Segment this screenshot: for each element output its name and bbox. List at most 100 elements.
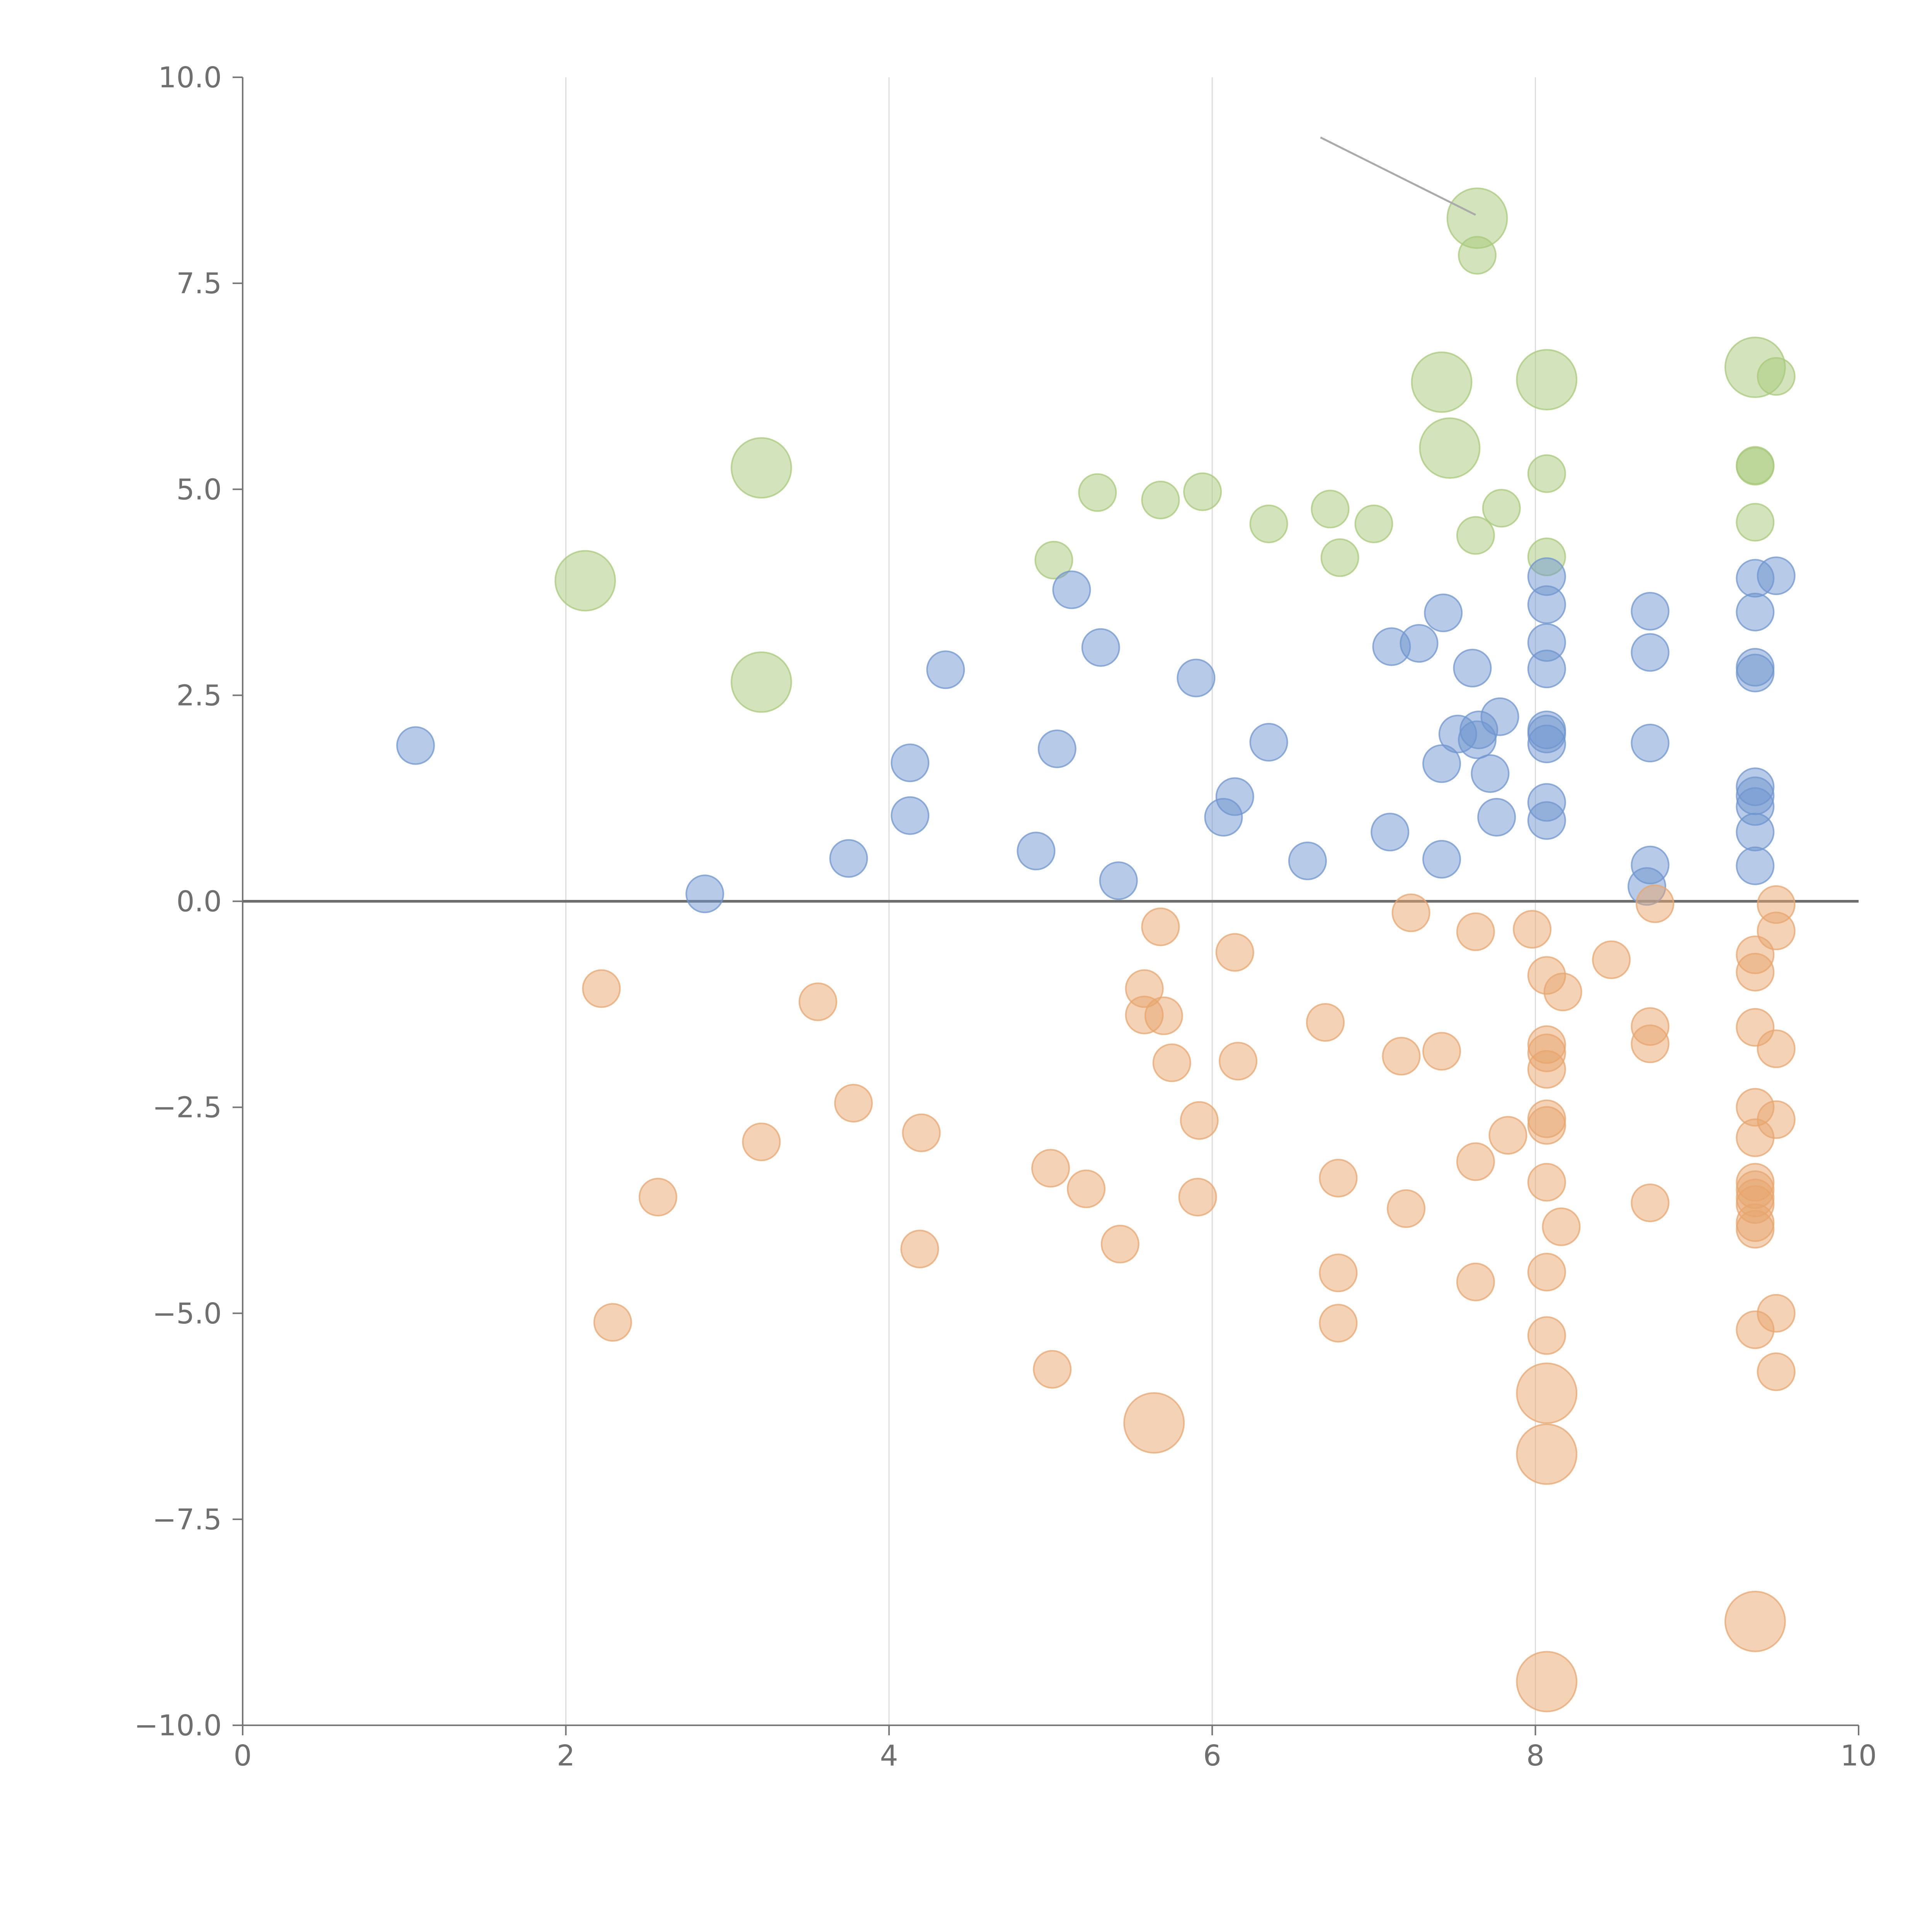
orange-bubble [1636, 884, 1675, 923]
x-tick-label: 2 [557, 1739, 575, 1772]
green-bubble [1354, 504, 1393, 543]
green-bubble [1141, 480, 1180, 519]
green-bubble [1419, 417, 1481, 479]
orange-bubble [1100, 1225, 1139, 1264]
orange-bubble [638, 1178, 677, 1217]
blue-bubble [1631, 633, 1670, 672]
orange-bubble [1319, 1159, 1358, 1198]
orange-bubble [1543, 973, 1582, 1012]
blue-bubble [1527, 650, 1566, 689]
x-tick-label: 0 [233, 1739, 252, 1772]
blue-bubble [1052, 570, 1091, 609]
green-bubble [1757, 357, 1796, 396]
orange-bubble [1391, 893, 1430, 932]
y-tick-label: 2.5 [176, 679, 222, 712]
green-bubble [731, 651, 792, 713]
orange-bubble [1757, 1352, 1796, 1391]
bubble-layer [396, 187, 1796, 1713]
blue-bubble [1177, 658, 1216, 697]
orange-bubble [1757, 1100, 1796, 1139]
green-bubble [1527, 454, 1566, 493]
green-bubble [1456, 516, 1495, 555]
y-tick-label: −2.5 [152, 1091, 222, 1124]
blue-bubble [1371, 813, 1410, 852]
blue-bubble [396, 726, 435, 765]
blue-bubble [1249, 723, 1288, 762]
y-tick-label: 7.5 [176, 267, 222, 300]
orange-bubble [1516, 1423, 1578, 1485]
green-bubble [1411, 351, 1473, 413]
orange-bubble [1180, 1101, 1219, 1140]
blue-bubble [1471, 754, 1510, 793]
orange-bubble [1542, 1207, 1581, 1246]
orange-bubble [1387, 1189, 1426, 1228]
orange-bubble [1736, 1210, 1775, 1249]
orange-bubble [1527, 1163, 1566, 1202]
orange-bubble [1306, 1003, 1345, 1042]
orange-bubble [1631, 1183, 1670, 1222]
orange-bubble [1456, 1262, 1495, 1301]
blue-bubble [926, 650, 965, 689]
blue-bubble [1037, 729, 1077, 768]
blue-bubble [1400, 624, 1439, 663]
orange-bubble [1178, 1178, 1217, 1217]
green-bubble [1078, 473, 1117, 512]
blue-bubble [1422, 744, 1461, 783]
x-tick-label: 4 [880, 1739, 898, 1772]
blue-bubble [1422, 840, 1461, 879]
x-tick-label: 10 [1840, 1739, 1877, 1772]
orange-bubble [1527, 1106, 1566, 1145]
orange-bubble [834, 1083, 873, 1122]
green-bubble [1736, 447, 1775, 486]
green-bubble [1516, 349, 1578, 411]
y-tick-label: −5.0 [152, 1297, 222, 1330]
y-tick-label: −10.0 [134, 1709, 222, 1742]
blue-bubble [1736, 813, 1775, 852]
orange-bubble [902, 1113, 941, 1152]
annotation-line-0 [1320, 136, 1476, 216]
orange-bubble [1456, 912, 1495, 951]
green-bubble [1482, 489, 1521, 528]
green-bubble [1311, 490, 1350, 529]
orange-bubble [1527, 1253, 1566, 1292]
green-bubble [731, 437, 792, 499]
axes-layer: 0 2 4 6 8 10 −10.0 −7.5 −5.0 −2.5 0.0 2.5 5.0 7.5 10.0 [134, 61, 1877, 1772]
blue-bubble [891, 743, 930, 782]
orange-bubble [1319, 1304, 1358, 1343]
orange-bubble [582, 969, 621, 1008]
green-bubble [1183, 472, 1222, 511]
orange-bubble [1513, 910, 1552, 949]
orange-bubble [1516, 1362, 1578, 1424]
orange-bubble [1215, 933, 1254, 972]
blue-bubble [1736, 653, 1775, 692]
orange-bubble [1031, 1149, 1070, 1188]
y-tick-label: −7.5 [152, 1503, 222, 1536]
orange-bubble [593, 1303, 632, 1342]
blue-bubble [1017, 832, 1056, 871]
orange-bubble [1033, 1350, 1072, 1389]
green-bubble [1320, 538, 1359, 577]
green-bubble [1458, 236, 1497, 275]
blue-bubble [829, 839, 868, 878]
green-bubble [1249, 504, 1288, 543]
orange-bubble [1736, 952, 1775, 992]
orange-bubble [1422, 1032, 1461, 1071]
green-bubble [554, 550, 616, 612]
orange-bubble [1456, 1142, 1495, 1181]
green-bubble [1034, 541, 1073, 580]
blue-bubble [1631, 724, 1670, 763]
blue-bubble [1424, 594, 1463, 633]
blue-bubble [1631, 592, 1670, 631]
orange-bubble [1516, 1651, 1578, 1713]
blue-bubble [1215, 777, 1254, 816]
orange-bubble [1141, 907, 1180, 946]
y-tick-label: 0.0 [176, 885, 222, 918]
blue-bubble [1480, 697, 1519, 736]
blue-bubble [1099, 861, 1138, 900]
blue-bubble [1477, 798, 1516, 837]
x-tick-label: 6 [1203, 1739, 1221, 1772]
orange-bubble [1382, 1037, 1421, 1076]
orange-bubble [1219, 1042, 1258, 1081]
